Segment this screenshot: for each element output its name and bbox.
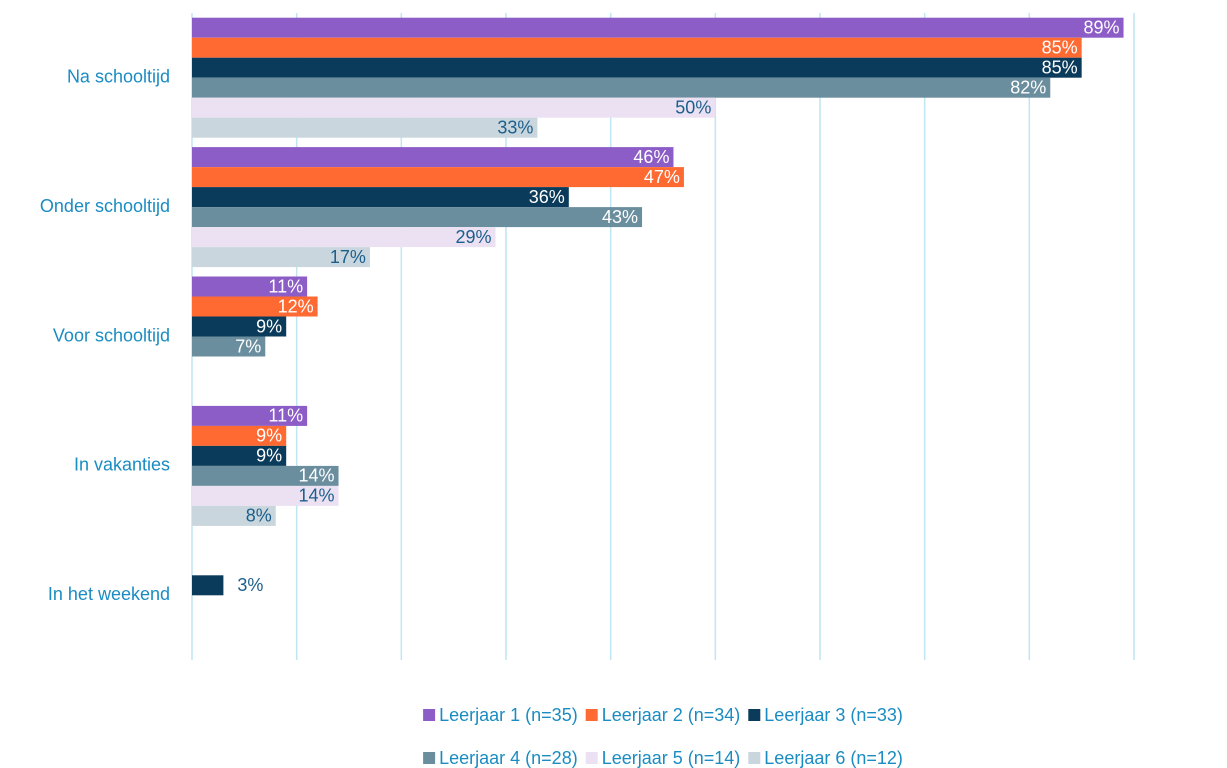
value-label: 9%	[256, 426, 282, 446]
value-label: 36%	[529, 187, 565, 207]
bar	[192, 465, 339, 486]
bar	[192, 336, 266, 357]
bar	[192, 575, 224, 596]
legend-label: Leerjaar 4 (n=28)	[439, 748, 578, 768]
value-label: 14%	[299, 466, 335, 486]
bar	[192, 296, 318, 317]
value-label: 46%	[633, 147, 669, 167]
legend-swatch	[423, 709, 436, 721]
bar	[192, 445, 287, 466]
legend-swatch	[423, 752, 436, 764]
bar	[192, 37, 1082, 58]
value-label: 85%	[1042, 37, 1078, 57]
bar	[192, 227, 496, 248]
value-label: 43%	[602, 207, 638, 227]
legend-swatch	[585, 752, 598, 764]
bar	[192, 247, 370, 268]
value-label: 17%	[330, 247, 366, 267]
value-label: 7%	[235, 336, 261, 356]
bar	[192, 316, 287, 337]
bar	[192, 207, 643, 228]
legend-label: Leerjaar 1 (n=35)	[439, 705, 578, 725]
value-label: 14%	[299, 486, 335, 506]
value-label: 29%	[456, 227, 492, 247]
legend-label: Leerjaar 3 (n=33)	[764, 705, 903, 725]
value-label: 8%	[246, 506, 272, 526]
legend-swatch	[748, 709, 761, 721]
bar	[192, 77, 1051, 98]
category-label: In het weekend	[48, 584, 170, 604]
bar	[192, 187, 569, 208]
value-label: 12%	[278, 296, 314, 316]
category-label: Na schooltijd	[67, 66, 170, 86]
bar	[192, 425, 287, 446]
category-label: Voor schooltijd	[53, 325, 170, 345]
value-label: 82%	[1010, 77, 1046, 97]
bar	[192, 97, 716, 118]
value-label: 47%	[644, 167, 680, 187]
bar	[192, 17, 1124, 38]
legend-label: Leerjaar 6 (n=12)	[764, 748, 903, 768]
bar	[192, 485, 339, 506]
value-label: 89%	[1084, 17, 1120, 37]
value-label: 85%	[1042, 57, 1078, 77]
bar	[192, 405, 308, 426]
value-label: 9%	[256, 316, 282, 336]
bar	[192, 276, 308, 297]
bar	[192, 505, 276, 526]
legend-label: Leerjaar 2 (n=34)	[602, 705, 741, 725]
legend-swatch	[585, 709, 598, 721]
category-label: In vakanties	[74, 455, 170, 475]
category-label: Onder schooltijd	[40, 196, 170, 216]
legend-label: Leerjaar 5 (n=14)	[602, 748, 741, 768]
value-label: 11%	[268, 406, 303, 426]
bar	[192, 147, 674, 168]
value-label: 33%	[497, 117, 533, 137]
value-label: 50%	[675, 97, 711, 117]
value-label: 9%	[256, 446, 282, 466]
value-label: 11%	[268, 276, 303, 296]
value-label: 3%	[237, 575, 263, 595]
legend-swatch	[748, 752, 761, 764]
bar	[192, 167, 684, 188]
bar	[192, 117, 538, 138]
bar	[192, 57, 1082, 78]
